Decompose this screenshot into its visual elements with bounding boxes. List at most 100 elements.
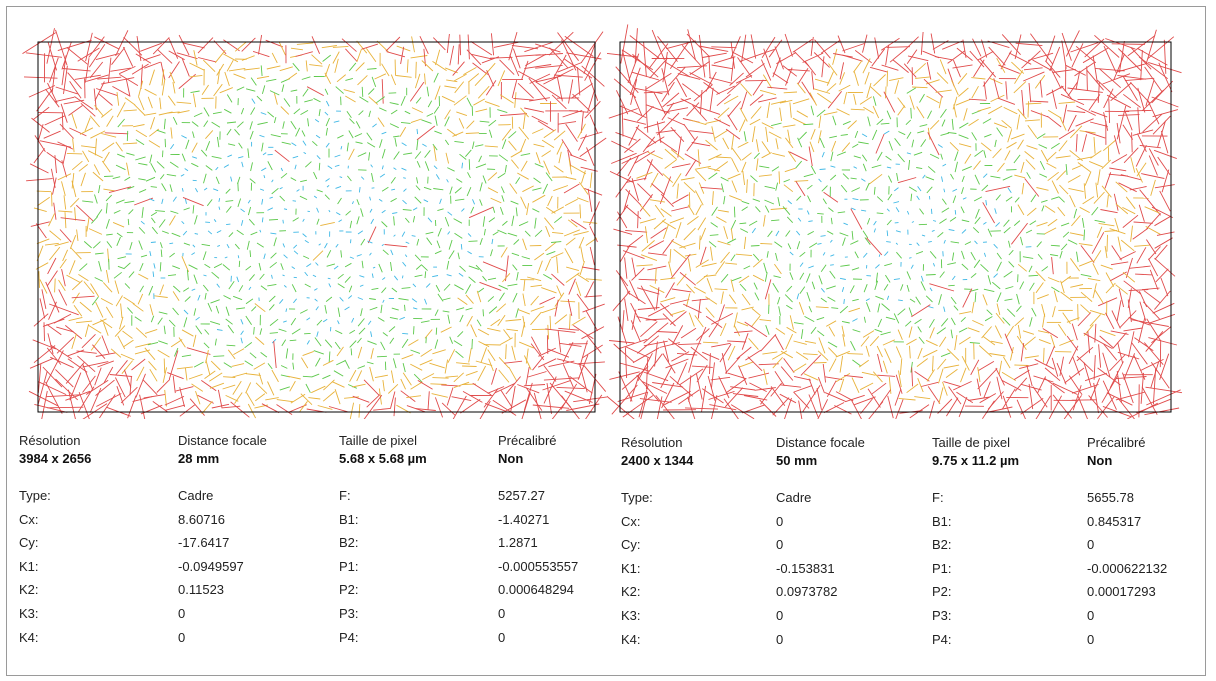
residual-vector <box>290 47 303 51</box>
residual-vector <box>621 104 624 137</box>
residual-vector <box>45 381 63 414</box>
residual-vector <box>515 207 518 217</box>
residual-vector <box>354 133 363 138</box>
residual-vector <box>871 164 882 169</box>
residual-vector <box>1047 277 1060 283</box>
residual-vector <box>785 67 793 86</box>
residual-vector <box>453 372 465 383</box>
residual-vector <box>95 352 116 357</box>
residual-vector <box>271 274 273 279</box>
residual-vector <box>954 161 958 173</box>
residual-vector <box>740 91 748 110</box>
residual-vector <box>176 52 198 60</box>
residual-vector <box>969 98 987 101</box>
residual-vector <box>92 344 106 360</box>
residual-vector <box>853 93 857 105</box>
residual-vector <box>390 198 397 203</box>
residual-vector <box>1044 377 1065 394</box>
residual-vector <box>992 148 1002 159</box>
residual-vector <box>1081 134 1088 152</box>
residual-vector <box>346 111 352 118</box>
residual-vector <box>676 273 687 286</box>
residual-vector <box>725 262 738 265</box>
residual-vector <box>582 344 603 359</box>
residual-vector <box>958 87 969 97</box>
residual-vector <box>818 115 822 129</box>
residual-vector <box>433 146 437 162</box>
residual-vector <box>261 85 266 95</box>
residual-vector <box>318 243 321 246</box>
residual-vector <box>82 200 94 203</box>
residual-vectors <box>22 28 607 419</box>
residual-vector <box>552 231 564 235</box>
residual-vector <box>715 156 732 159</box>
residual-vector <box>558 151 562 164</box>
residual-vector <box>796 110 809 118</box>
residual-vector <box>260 112 267 115</box>
residual-vector <box>107 57 112 83</box>
residual-vector <box>167 372 184 380</box>
residual-vector <box>988 105 1003 115</box>
residual-vector <box>651 183 665 196</box>
residual-vector <box>182 230 188 236</box>
residual-vector <box>684 253 697 257</box>
residual-vector <box>169 242 174 245</box>
residual-vector <box>746 179 748 193</box>
residual-vector <box>943 239 946 244</box>
residual-vector <box>333 265 339 270</box>
residual-vector <box>1131 342 1148 365</box>
residual-vector <box>226 94 233 103</box>
residual-vector <box>906 338 917 346</box>
residual-vector <box>1117 74 1147 80</box>
residual-vector <box>677 136 682 158</box>
residual-vector <box>46 270 58 287</box>
coef-value: 0 <box>498 630 506 645</box>
residual-vector <box>369 252 372 256</box>
residual-vector <box>501 139 507 150</box>
residual-vector <box>85 32 93 62</box>
residual-vector <box>1024 355 1039 359</box>
residual-vector <box>680 177 695 181</box>
residual-vector <box>787 200 792 205</box>
residual-vector <box>717 209 729 213</box>
residual-vector <box>227 349 236 360</box>
residual-vector <box>971 132 977 141</box>
residual-vector <box>1104 172 1112 189</box>
header-precalibrated-label: Précalibré <box>498 433 557 448</box>
residual-vector <box>785 137 794 149</box>
residual-vector <box>659 342 680 348</box>
residual-vector <box>1140 50 1143 81</box>
residual-vector <box>763 262 768 274</box>
residual-vector <box>1046 151 1057 162</box>
residual-vector <box>688 375 692 403</box>
residual-vector <box>131 358 146 371</box>
residual-vector <box>50 356 74 369</box>
residual-vector <box>567 299 573 316</box>
residual-vector <box>115 141 123 152</box>
residual-vector <box>697 298 701 319</box>
residual-vector <box>584 100 601 119</box>
residual-vector <box>116 232 123 238</box>
residual-vector <box>449 186 453 195</box>
residual-vector <box>1016 399 1026 419</box>
residual-vector <box>334 389 341 405</box>
residual-vector <box>370 331 373 337</box>
residual-vector <box>470 41 493 56</box>
residual-vector <box>622 250 645 260</box>
residual-vector <box>660 193 674 208</box>
residual-vector <box>465 149 472 157</box>
residual-vector <box>624 347 628 379</box>
residual-vector <box>799 272 805 280</box>
residual-vector <box>426 237 433 246</box>
residual-vector <box>1045 346 1055 366</box>
residual-vector <box>119 316 124 330</box>
residual-vector <box>698 34 706 78</box>
residual-vector <box>285 308 288 313</box>
residual-vector <box>378 263 383 273</box>
residual-vector <box>830 264 834 266</box>
residual-vector <box>764 205 770 213</box>
residual-vector <box>996 127 1003 137</box>
residual-vector <box>415 185 421 191</box>
residual-vector <box>730 41 735 69</box>
residual-vector <box>50 344 73 360</box>
